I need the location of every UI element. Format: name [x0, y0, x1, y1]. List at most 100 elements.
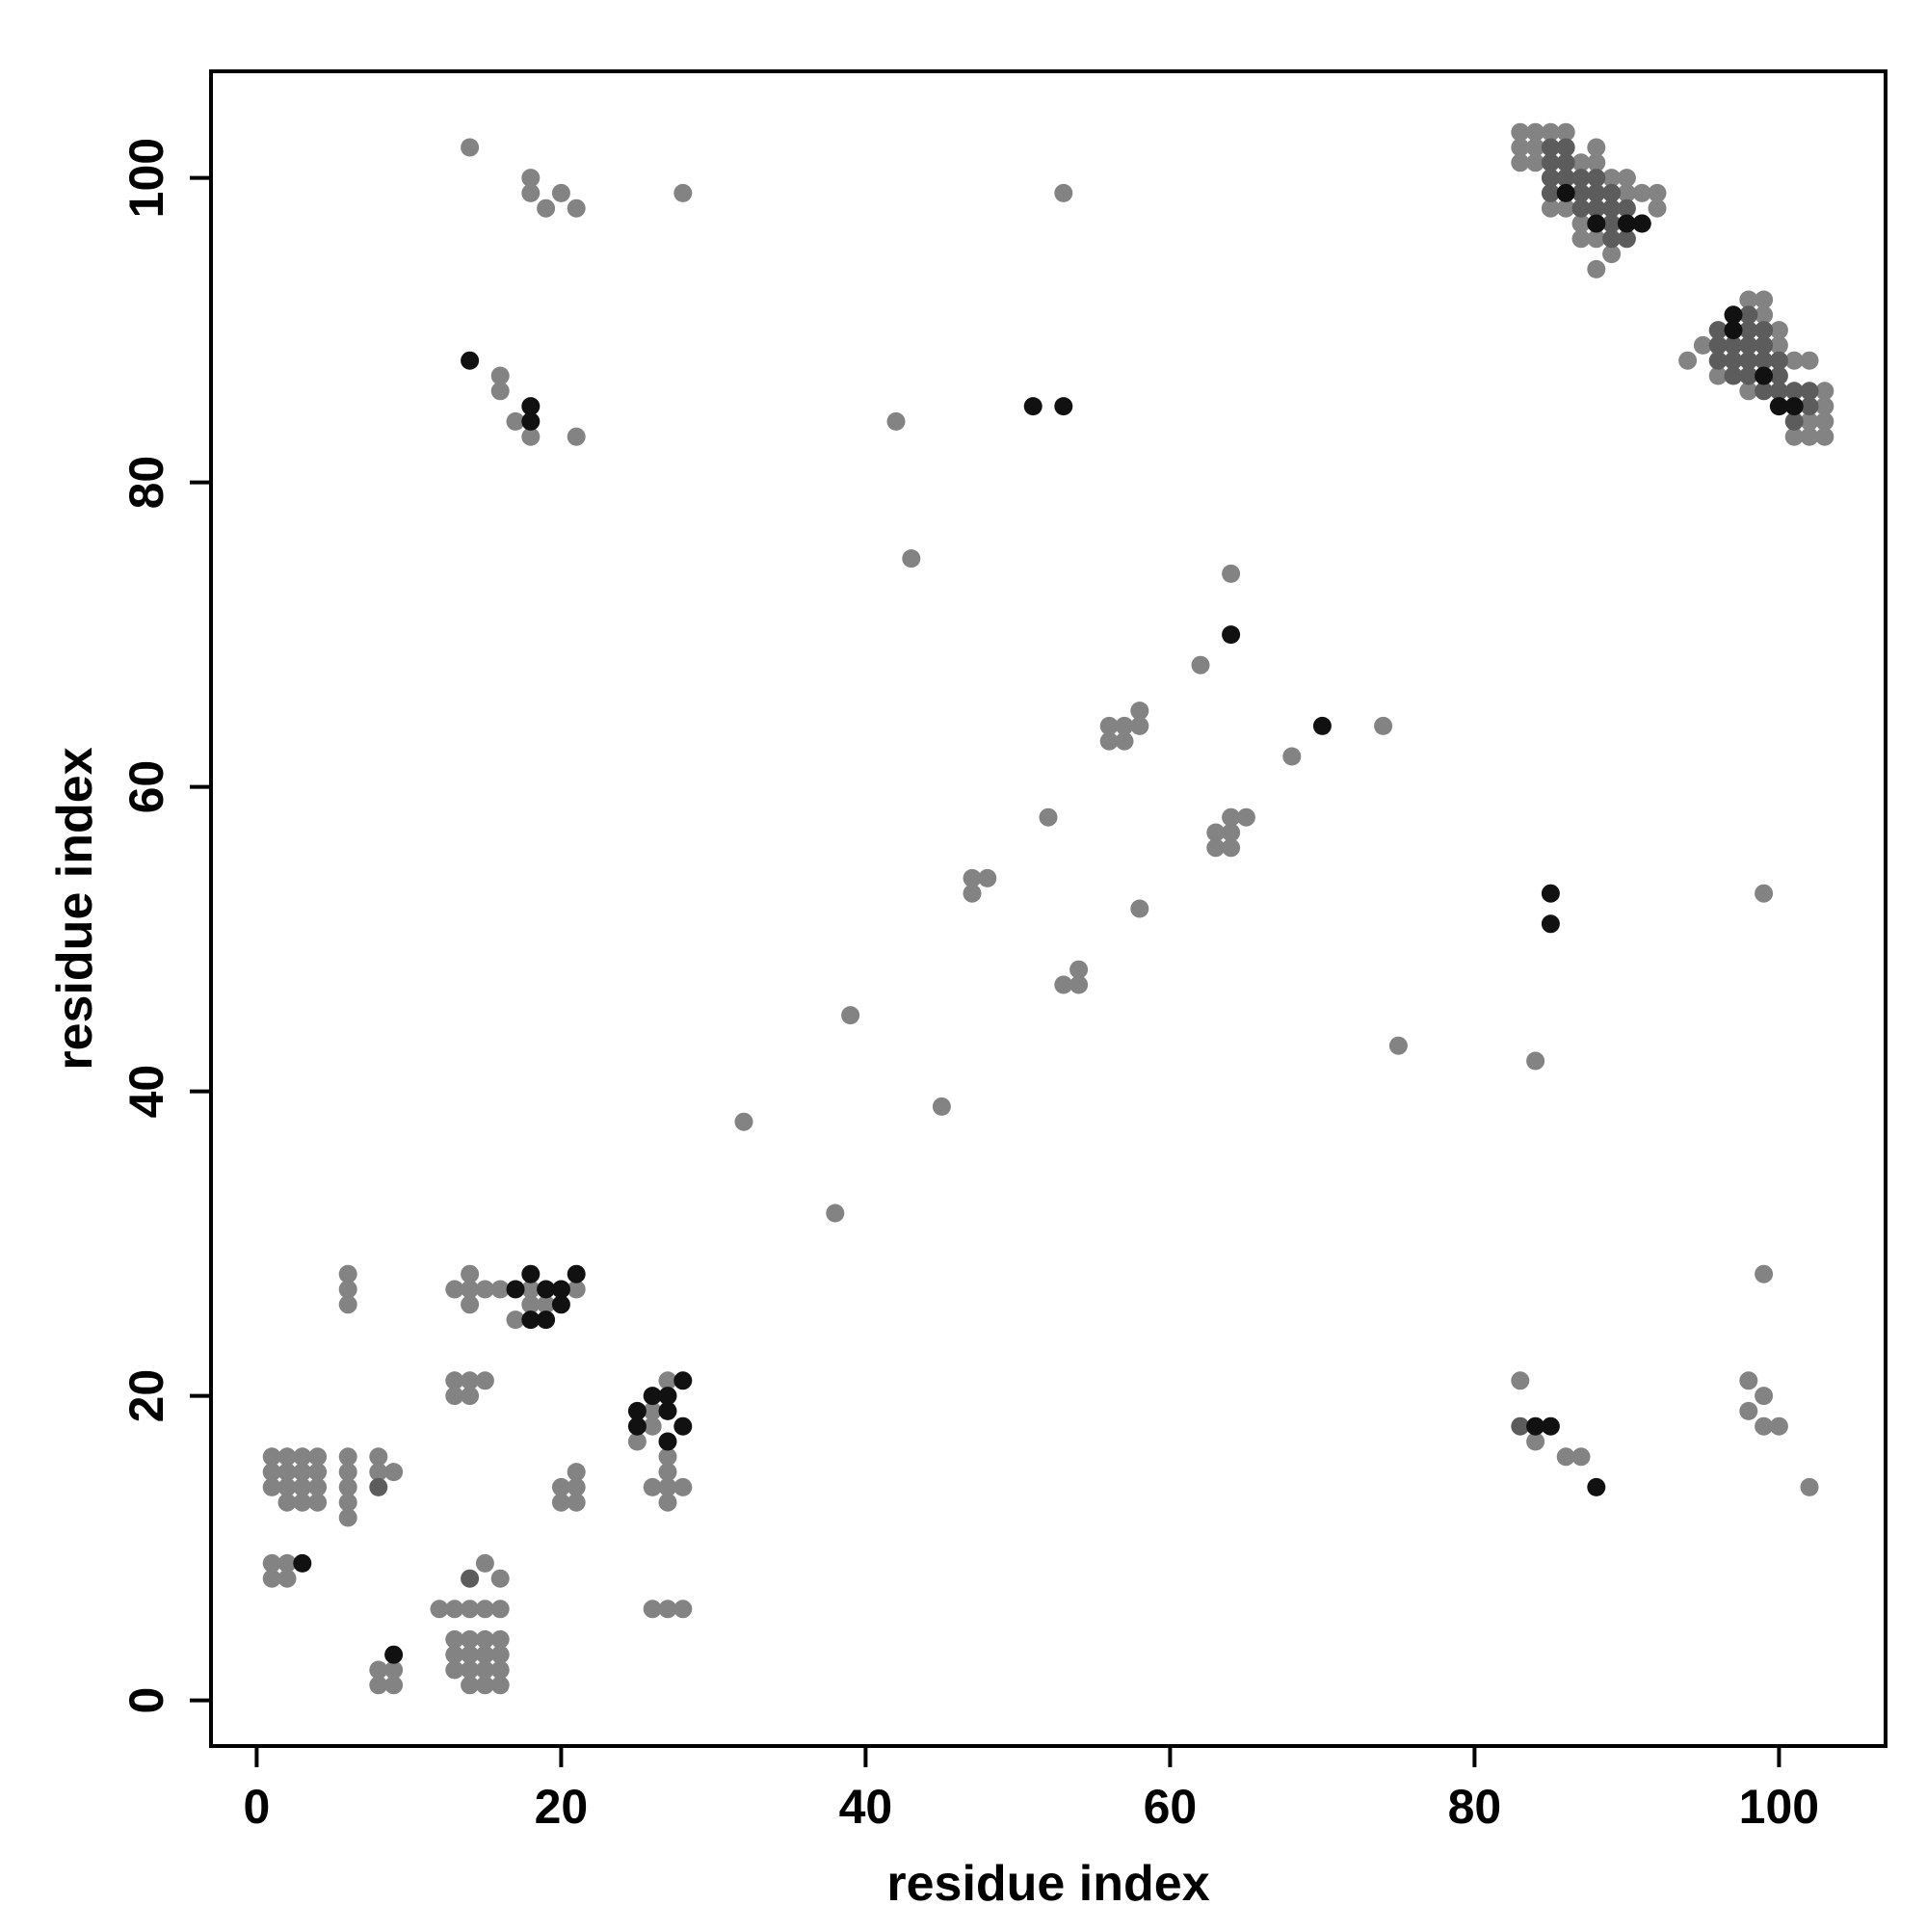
contact-point: [262, 1447, 281, 1467]
contact-point: [445, 1600, 464, 1619]
contact-point: [1541, 138, 1560, 157]
contact-point: [1815, 382, 1835, 401]
contact-point: [1388, 1036, 1408, 1055]
contact-point: [1755, 366, 1774, 385]
contact-point: [461, 1295, 480, 1314]
contact-point: [963, 868, 982, 887]
contact-point: [1571, 153, 1591, 172]
contact-point: [506, 1310, 525, 1330]
contact-point: [673, 1600, 693, 1619]
contact-point: [1130, 716, 1149, 735]
contact-point: [643, 1416, 662, 1436]
contact-point: [1617, 214, 1636, 233]
contact-point: [1587, 183, 1606, 202]
contact-point: [1708, 335, 1728, 355]
contact-point: [658, 1463, 677, 1482]
contact-point: [627, 1416, 647, 1436]
contact-point: [1587, 169, 1606, 188]
contact-point: [338, 1508, 357, 1527]
contact-point: [521, 1280, 541, 1299]
contact-point: [1602, 183, 1622, 202]
contact-point: [338, 1295, 357, 1314]
contact-point: [1222, 823, 1241, 842]
contact-point: [1724, 335, 1743, 355]
contact-point: [461, 1629, 480, 1649]
contact-point: [1587, 198, 1606, 218]
contact-point: [490, 1660, 510, 1680]
x-tick-label: 60: [1144, 1780, 1198, 1834]
contact-point: [978, 868, 997, 887]
contact-point: [1511, 1416, 1530, 1436]
x-axis-title: residue index: [886, 1856, 1209, 1912]
contact-point: [1206, 823, 1226, 842]
contact-point: [430, 1600, 449, 1619]
contact-point: [1815, 411, 1835, 431]
contact-point: [293, 1553, 312, 1573]
contact-point: [1541, 122, 1560, 142]
y-tick-label: 60: [119, 760, 173, 814]
contact-point: [1526, 1416, 1545, 1436]
points-layer: [262, 122, 1835, 1695]
contact-point: [461, 1371, 480, 1390]
contact-point: [1617, 183, 1636, 202]
contact-point: [567, 427, 586, 446]
x-tick-label: 100: [1739, 1780, 1819, 1834]
contact-point: [1054, 183, 1073, 202]
contact-point: [1541, 169, 1560, 188]
contact-point: [1769, 397, 1788, 416]
contact-point: [369, 1660, 388, 1680]
contact-point: [1587, 138, 1606, 157]
contact-point: [1526, 122, 1545, 142]
contact-point: [521, 397, 541, 416]
contact-point: [1769, 1416, 1788, 1436]
contact-point: [262, 1569, 281, 1588]
contact-point: [521, 1310, 541, 1330]
contact-point: [1556, 198, 1575, 218]
contact-point: [1784, 382, 1804, 401]
contact-point: [490, 382, 510, 401]
contact-point: [1769, 366, 1788, 385]
contact-point: [262, 1477, 281, 1496]
x-axis: 0 20 40 60 80 100: [243, 1746, 1819, 1834]
contact-point: [1541, 183, 1560, 202]
contact-point: [461, 1676, 480, 1695]
contact-point: [461, 1264, 480, 1284]
contact-point: [369, 1477, 388, 1496]
x-tick-label: 0: [243, 1780, 270, 1834]
contact-point: [1739, 366, 1758, 385]
contact-point: [658, 1387, 677, 1406]
contact-point: [293, 1463, 312, 1482]
contact-point: [1755, 321, 1774, 340]
contact-point: [551, 1280, 570, 1299]
contact-point: [627, 1401, 647, 1420]
contact-point: [490, 366, 510, 385]
contact-point: [1800, 382, 1819, 401]
y-axis: 0 20 40 60 80 100: [119, 138, 211, 1714]
contact-point: [1115, 716, 1134, 735]
contact-point: [1526, 153, 1545, 172]
contact-point: [1222, 807, 1241, 827]
contact-point: [369, 1676, 388, 1695]
contact-point: [1099, 731, 1119, 751]
contact-point: [521, 427, 541, 446]
contact-point: [277, 1553, 297, 1573]
contact-point: [1617, 229, 1636, 249]
contact-point: [1648, 198, 1667, 218]
contact-point: [1556, 122, 1575, 142]
contact-point: [1800, 1477, 1819, 1496]
contact-point: [308, 1477, 328, 1496]
contact-point: [826, 1204, 845, 1223]
contact-point: [1130, 899, 1149, 918]
contact-point: [551, 1477, 570, 1496]
contact-point: [1648, 183, 1667, 202]
contact-point: [551, 1493, 570, 1512]
contact-point: [1724, 305, 1743, 325]
contact-point: [293, 1493, 312, 1512]
contact-point: [338, 1264, 357, 1284]
contact-point: [1755, 305, 1774, 325]
contact-point: [1526, 1432, 1545, 1451]
contact-point: [338, 1463, 357, 1482]
contact-point: [521, 1295, 541, 1314]
contact-point: [643, 1387, 662, 1406]
